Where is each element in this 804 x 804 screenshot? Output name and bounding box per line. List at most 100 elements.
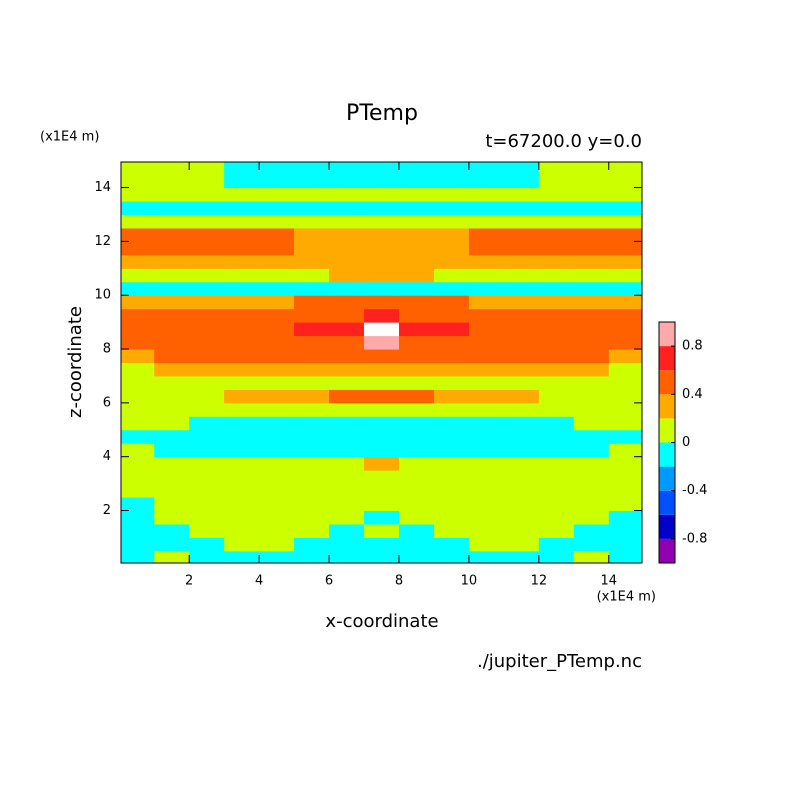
contour-cell [468,281,505,296]
contour-cell [329,523,365,538]
contour-cell [294,362,330,377]
contour-cell [294,281,330,296]
contour-cell [573,308,610,323]
contour-cell [154,483,190,498]
contour-cell [189,308,225,323]
contour-cell [364,227,400,242]
contour-cell [189,375,225,390]
contour-cell [189,254,225,269]
contour-cell [189,187,225,202]
colorbar-tick-label: 0.4 [682,387,703,402]
contour-cell [329,510,365,525]
contour-cell [224,470,260,485]
contour-cell [608,308,642,323]
contour-cell [121,483,155,498]
contour-cell [224,254,260,269]
contour-cell [503,281,540,296]
contour-cell [224,416,260,431]
x-tick-label: 4 [255,574,263,589]
contour-cell [259,375,295,390]
contour-cell [398,322,435,337]
contour-cell [189,227,225,242]
contour-cell [573,201,610,215]
contour-cell [364,443,400,458]
contour-cell [608,523,642,538]
contour-cell [503,227,540,242]
contour-cell [573,268,610,283]
contour-cell [608,456,642,471]
contour-cell [503,162,540,175]
contour-cell [294,162,330,175]
contour-cell [433,550,470,563]
contour-cell [329,375,365,390]
contour-cell [608,295,642,310]
contour-cell [259,443,295,458]
contour-cell [398,227,435,242]
contour-cell [154,268,190,283]
contour-cell [433,254,470,269]
contour-cell [608,550,642,563]
contour-cell [294,335,330,350]
contour-cell [121,523,155,538]
contour-cell [538,402,575,417]
contour-cell [294,214,330,229]
contour-cell [154,174,190,189]
contour-cell [259,335,295,350]
contour-cell [294,375,330,390]
contour-cell [573,497,610,512]
contour-cell [364,362,400,377]
contour-cell [294,456,330,471]
contour-cell [503,483,540,498]
contour-cell [224,162,260,175]
contour-cell [608,429,642,444]
contour-cell [538,241,575,256]
contour-cell [398,402,435,417]
contour-cell [398,174,435,189]
contour-cell [224,456,260,471]
contour-cell [224,523,260,538]
contour-cell [503,523,540,538]
contour-cell [294,187,330,202]
contour-cell [329,322,365,337]
y-axis-label: z-coordinate [65,306,86,418]
contour-cell [364,201,400,215]
contour-cell [121,227,155,242]
contour-cell [329,241,365,256]
contour-cell [398,389,435,404]
contour-cell [364,456,400,471]
contour-cell [294,201,330,215]
contour-cell [608,537,642,552]
contour-cell [538,268,575,283]
contour-cell [154,187,190,202]
contour-cell [364,187,400,202]
contour-cell [433,456,470,471]
contour-cell [364,295,400,310]
y-tick-label: 8 [103,342,111,357]
contour-cell [154,281,190,296]
contour-cell [573,443,610,458]
contour-cell [503,497,540,512]
contour-cell [189,470,225,485]
contour-cell [154,308,190,323]
contour-cell [468,227,505,242]
contour-cell [503,416,540,431]
contour-cell [364,268,400,283]
contour-cell [608,187,642,202]
contour-cell [538,308,575,323]
contour-cell [154,416,190,431]
contour-cell [259,187,295,202]
contour-cell [121,308,155,323]
contour-cell [154,443,190,458]
contour-cell [121,456,155,471]
contour-cell [189,349,225,363]
contour-cell [398,456,435,471]
contour-cell [573,523,610,538]
contour-cell [259,456,295,471]
x-unit: (x1E4 m) [597,590,656,605]
contour-cell [189,268,225,283]
contour-cell [398,416,435,431]
contour-cell [224,349,260,363]
contour-cell [224,187,260,202]
contour-cell [364,162,400,175]
contour-cell [538,375,575,390]
